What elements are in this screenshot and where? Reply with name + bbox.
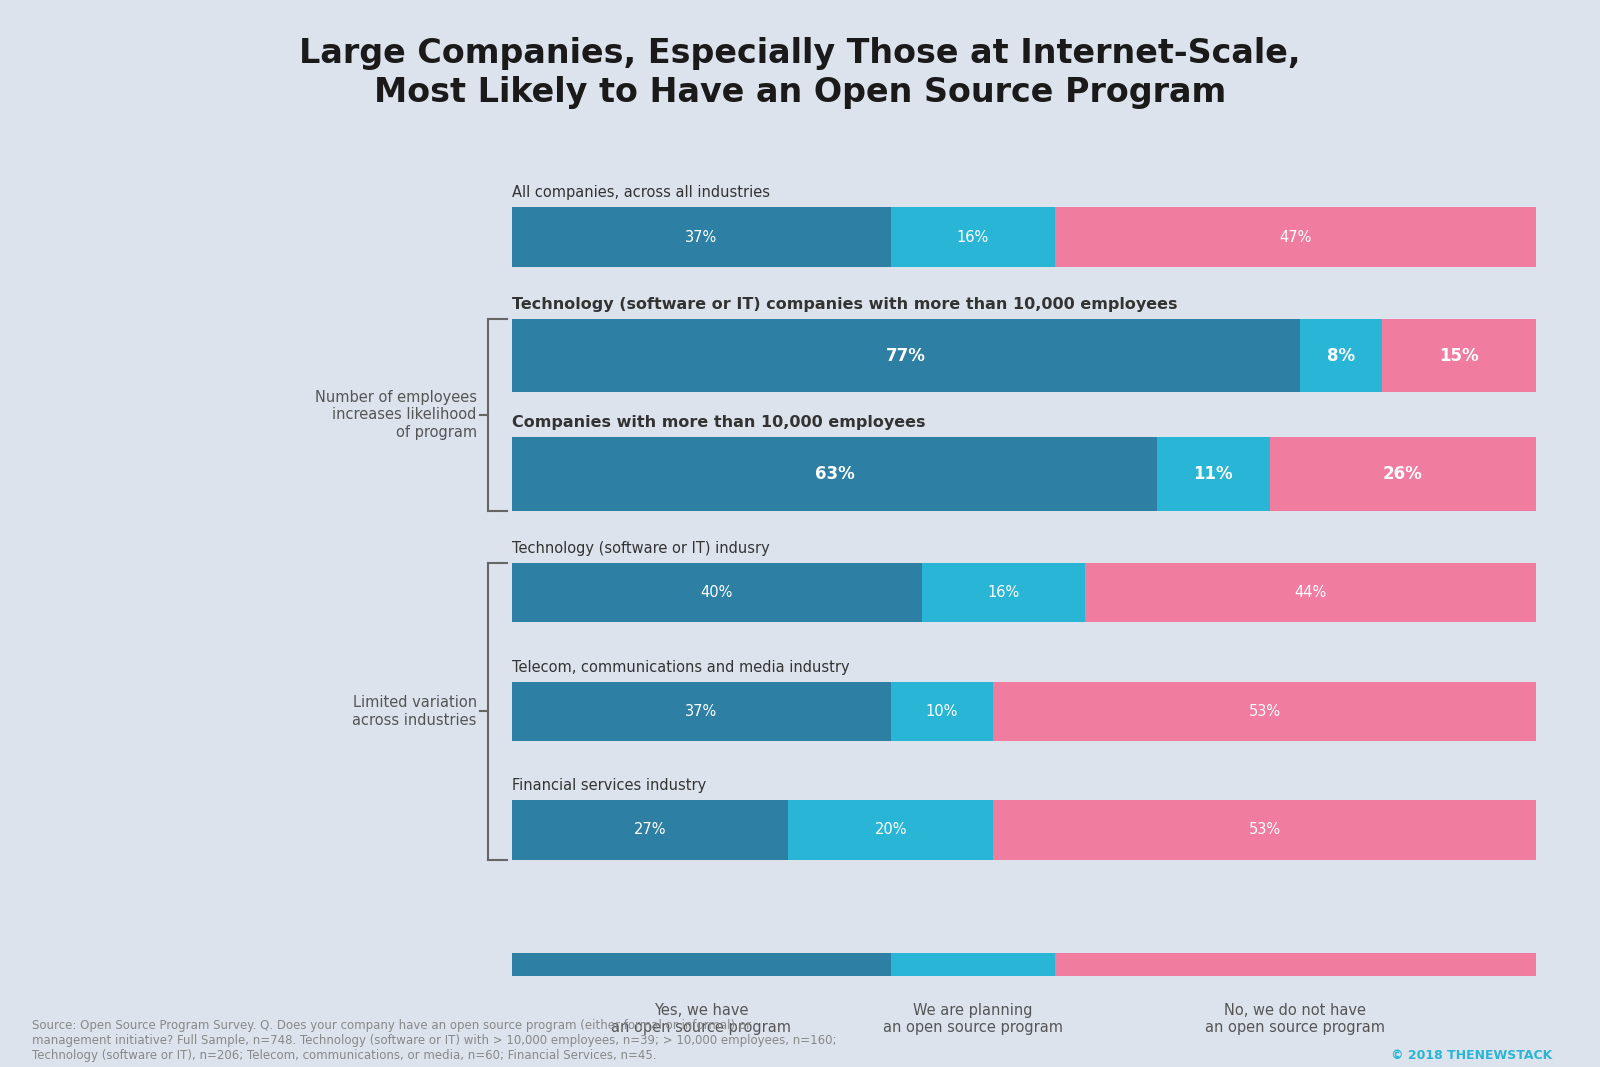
Bar [1054, 207, 1536, 267]
Text: © 2018 THENEWSTACK: © 2018 THENEWSTACK [1390, 1049, 1552, 1062]
Text: Telecom, communications and media industry: Telecom, communications and media indust… [512, 659, 850, 674]
Bar [1382, 319, 1536, 393]
Bar [512, 682, 891, 740]
Bar [512, 319, 1301, 393]
Text: We are planning
an open source program: We are planning an open source program [883, 1003, 1062, 1035]
Text: 47%: 47% [1278, 229, 1312, 244]
Bar [1157, 437, 1270, 511]
Bar [512, 207, 891, 267]
Bar [891, 953, 1054, 976]
Text: 16%: 16% [987, 586, 1019, 601]
Text: 37%: 37% [685, 704, 717, 719]
Bar [1270, 437, 1536, 511]
Text: 40%: 40% [701, 586, 733, 601]
Text: Technology (software or IT) indusry: Technology (software or IT) indusry [512, 541, 770, 556]
Bar [1301, 319, 1382, 393]
Text: 53%: 53% [1248, 823, 1280, 838]
Text: Limited variation
across industries: Limited variation across industries [352, 695, 477, 728]
Bar [994, 682, 1536, 740]
Bar [1085, 563, 1536, 622]
Text: 27%: 27% [634, 823, 667, 838]
Bar [789, 800, 994, 860]
Bar [512, 953, 891, 976]
Text: 63%: 63% [814, 465, 854, 483]
Text: 37%: 37% [685, 229, 717, 244]
Bar [1054, 953, 1536, 976]
Bar [512, 563, 922, 622]
Text: 26%: 26% [1382, 465, 1422, 483]
Text: Financial services industry: Financial services industry [512, 778, 706, 793]
Text: 53%: 53% [1248, 704, 1280, 719]
Bar [994, 800, 1536, 860]
Text: All companies, across all industries: All companies, across all industries [512, 186, 770, 201]
Text: Yes, we have
an open source program: Yes, we have an open source program [611, 1003, 792, 1035]
Text: 16%: 16% [957, 229, 989, 244]
Text: No, we do not have
an open source program: No, we do not have an open source progra… [1205, 1003, 1386, 1035]
Text: 15%: 15% [1440, 347, 1478, 365]
Bar [891, 207, 1054, 267]
Bar [891, 682, 994, 740]
Text: Companies with more than 10,000 employees: Companies with more than 10,000 employee… [512, 415, 925, 430]
Text: 20%: 20% [875, 823, 907, 838]
Text: Number of employees
increases likelihood
of program: Number of employees increases likelihood… [315, 391, 477, 440]
Text: 11%: 11% [1194, 465, 1234, 483]
Text: Large Companies, Especially Those at Internet-Scale,
Most Likely to Have an Open: Large Companies, Especially Those at Int… [299, 37, 1301, 109]
Text: Source: Open Source Program Survey. Q. Does your company have an open source pro: Source: Open Source Program Survey. Q. D… [32, 1019, 837, 1062]
Text: 44%: 44% [1294, 586, 1326, 601]
Text: 10%: 10% [926, 704, 958, 719]
Text: Technology (software or IT) companies with more than 10,000 employees: Technology (software or IT) companies wi… [512, 297, 1178, 312]
Bar [512, 800, 789, 860]
Text: 77%: 77% [886, 347, 926, 365]
Bar [922, 563, 1085, 622]
Bar [512, 437, 1157, 511]
Text: 8%: 8% [1328, 347, 1355, 365]
